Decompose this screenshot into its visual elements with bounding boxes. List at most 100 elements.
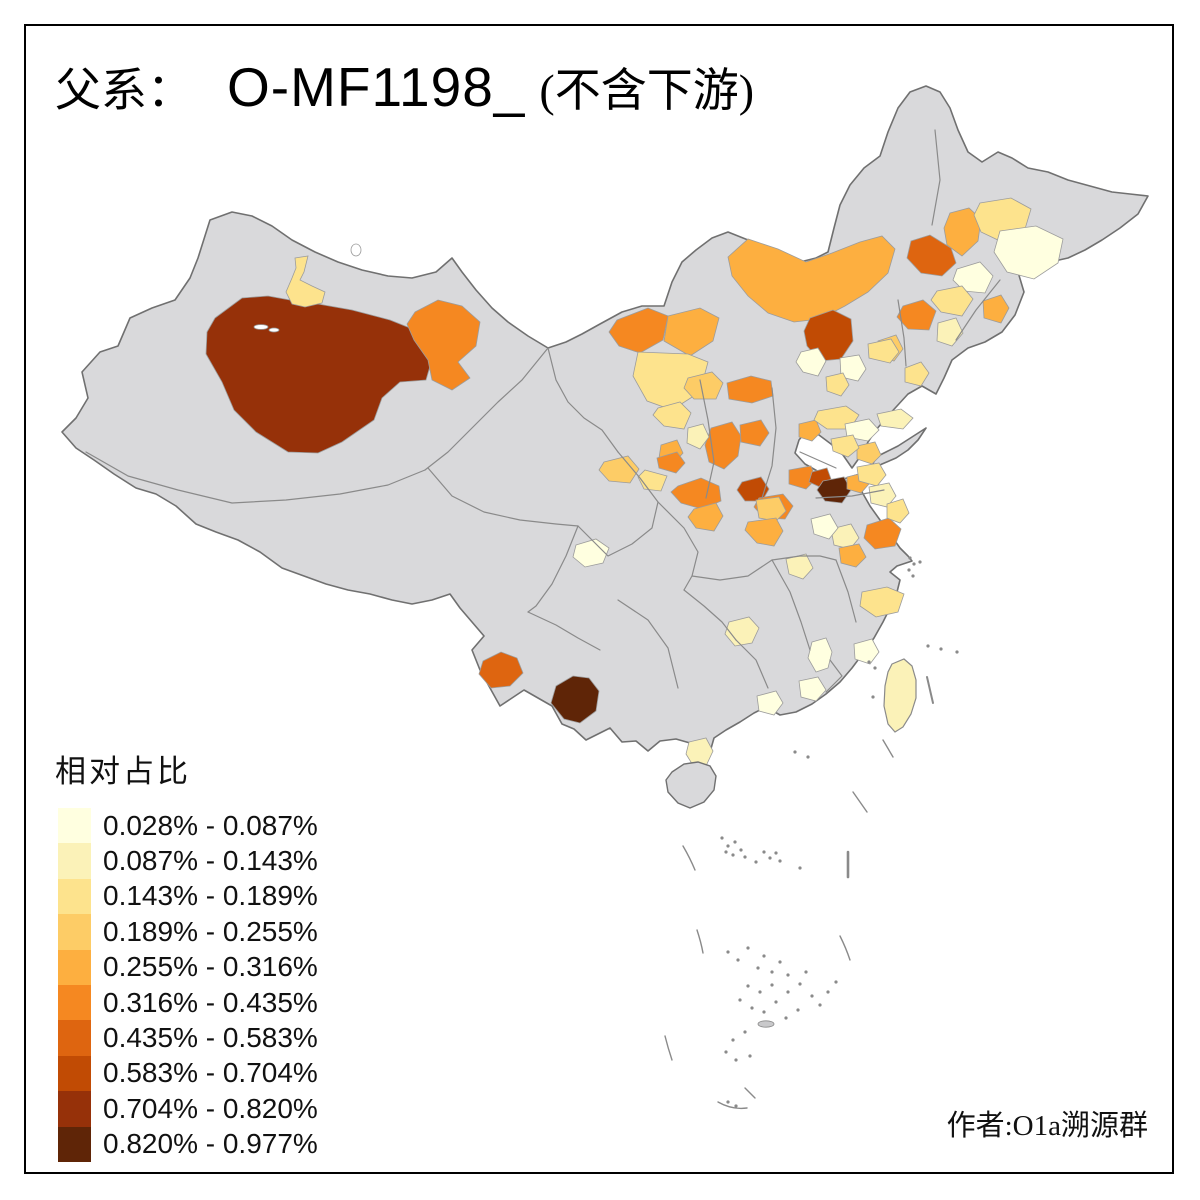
map-region: [683, 371, 724, 400]
province-borders: [85, 129, 1001, 693]
legend-row: 0.316% - 0.435%: [58, 984, 318, 1021]
map-region: [632, 351, 709, 411]
islet-dot: [734, 1058, 738, 1062]
islet-dot: [724, 1050, 728, 1054]
map-region: [686, 423, 710, 450]
map-region: [785, 553, 814, 580]
islet-dot: [743, 855, 747, 859]
legend: 相对占比 0.028% - 0.087% 0.087% - 0.143% 0.143…: [55, 746, 318, 1162]
map-region: [993, 225, 1064, 280]
islet-dot: [746, 984, 750, 988]
islet-dot: [726, 950, 730, 954]
legend-label: 0.704% - 0.820%: [103, 1092, 318, 1124]
legend-swatch: [58, 843, 91, 879]
map-region: [952, 261, 994, 294]
china-mainland-outline: [61, 85, 1149, 767]
map-region: [943, 207, 982, 257]
islet-dot: [743, 1030, 747, 1034]
islet-dot: [926, 644, 930, 648]
map-region: [756, 690, 784, 716]
islet-dot: [793, 750, 797, 754]
legend-row: 0.704% - 0.820%: [58, 1091, 318, 1127]
map-region: [285, 255, 326, 308]
islet-dot: [758, 990, 762, 994]
legend-title: 相对占比: [55, 754, 191, 789]
map-region: [687, 502, 724, 532]
legend-label: 0.435% - 0.583%: [103, 1022, 318, 1054]
islet-dot: [768, 856, 772, 860]
map-region: [608, 307, 669, 354]
legend-row: 0.255% - 0.316%: [58, 949, 318, 985]
islet-dot: [918, 560, 922, 564]
islet-dot: [806, 755, 810, 759]
spratly-islet: [757, 1020, 775, 1028]
islet-dot: [762, 1010, 766, 1014]
islet-dot: [871, 695, 875, 699]
islet-dot: [784, 1016, 788, 1020]
islet-dot: [726, 844, 730, 848]
legend-row: 0.583% - 0.704%: [58, 1055, 318, 1092]
legend-label: 0.189% - 0.255%: [103, 915, 318, 947]
map-region: [788, 465, 817, 490]
legend-label: 0.820% - 0.977%: [103, 1128, 318, 1160]
islet-dot: [867, 660, 871, 664]
islet-dot: [907, 568, 911, 572]
map-region: [724, 616, 760, 647]
islet-dot: [770, 970, 774, 974]
legend-label: 0.087% - 0.143%: [103, 845, 318, 877]
map-region: [798, 419, 822, 442]
islet-dot: [774, 1000, 778, 1004]
islet-dot: [750, 1006, 754, 1010]
islet-dot: [738, 998, 742, 1002]
title-prefix: 父系：: [55, 65, 193, 116]
map-region: [652, 401, 692, 430]
legend-row: 0.189% - 0.255%: [58, 914, 318, 950]
legend-row: 0.143% - 0.189%: [58, 878, 318, 915]
map-region: [406, 299, 481, 391]
islet-dot: [826, 990, 830, 994]
map-region: [598, 455, 640, 484]
legend-label: 0.143% - 0.189%: [103, 880, 318, 912]
map-region: [982, 294, 1010, 324]
map-region: [550, 675, 600, 724]
map-region: [739, 419, 770, 447]
map-region: [886, 498, 910, 524]
islet-dot: [774, 851, 778, 855]
islet-dot: [770, 983, 774, 987]
map-region: [825, 372, 850, 397]
islet-dot: [912, 562, 916, 566]
map-region: [656, 451, 686, 474]
map-region: [663, 307, 720, 357]
legend-row: 0.435% - 0.583%: [58, 1020, 318, 1056]
map-region: [572, 538, 610, 568]
islet-dot: [955, 650, 959, 654]
legend-swatch: [58, 1126, 91, 1162]
islet-dot: [908, 556, 912, 560]
legend-swatch: [58, 1055, 91, 1092]
legend-label: 0.316% - 0.435%: [103, 986, 318, 1018]
map-region: [896, 299, 937, 331]
map-region: [853, 638, 880, 665]
map-region: [906, 234, 957, 277]
hainan-island: [665, 761, 717, 809]
map-region: [876, 408, 914, 430]
author-credit: 作者:O1a溯源群: [946, 1110, 1148, 1142]
islet-dot: [756, 966, 760, 970]
south-china-sea-islets: [720, 556, 959, 1108]
legend-label: 0.028% - 0.087%: [103, 809, 318, 841]
map-region: [807, 637, 833, 673]
legend-swatch: [58, 984, 91, 1021]
legend-rows: 0.028% - 0.087% 0.087% - 0.143% 0.143% - 0…: [58, 808, 318, 1162]
map-region: [755, 496, 787, 522]
map-region: [744, 517, 784, 547]
legend-row: 0.820% - 0.977%: [58, 1126, 318, 1162]
page-title: 父系： O-MF1198_ (不含下游): [55, 54, 754, 120]
legend-label: 0.255% - 0.316%: [103, 951, 318, 983]
map-region: [856, 441, 882, 465]
map-region: [830, 523, 860, 550]
islet-dot: [939, 647, 943, 651]
islet-dot: [762, 954, 766, 958]
islet-dot: [778, 960, 782, 964]
map-region: [930, 285, 974, 317]
